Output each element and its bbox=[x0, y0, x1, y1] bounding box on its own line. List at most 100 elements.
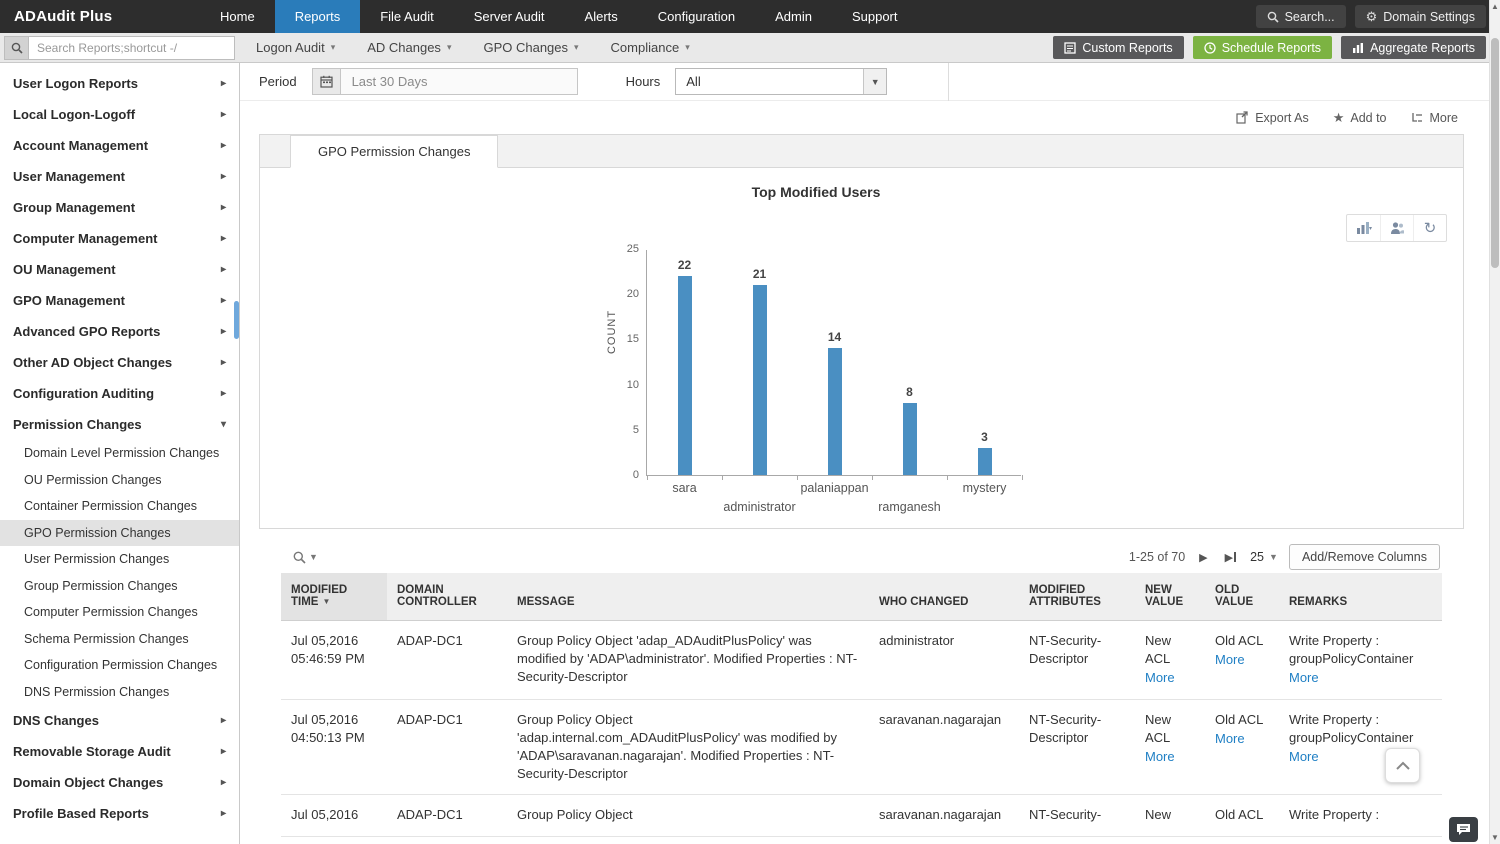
nav-support[interactable]: Support bbox=[851, 9, 898, 24]
custom-reports-button[interactable]: Custom Reports bbox=[1053, 36, 1184, 59]
column-search-toggle[interactable]: ▼ bbox=[293, 551, 318, 564]
nav-server-audit[interactable]: Server Audit bbox=[473, 9, 545, 24]
column-header-old-value[interactable]: OLD VALUE bbox=[1205, 573, 1279, 621]
column-header-modified-attributes[interactable]: MODIFIED ATTRIBUTES bbox=[1019, 573, 1135, 621]
menu-compliance[interactable]: Compliance ▾ bbox=[595, 33, 706, 63]
more-link[interactable]: More bbox=[1289, 670, 1319, 686]
sidebar-item-other-ad-object-changes[interactable]: Other AD Object Changes ▸ bbox=[0, 347, 239, 378]
sidebar-item-user-management[interactable]: User Management ▸ bbox=[0, 161, 239, 192]
export-as-button[interactable]: Export As bbox=[1236, 111, 1309, 125]
app-logo: ADAudit Plus bbox=[14, 8, 113, 25]
x-category-label: palaniappan bbox=[800, 481, 869, 495]
sidebar-subitem-user-permission-changes[interactable]: User Permission Changes bbox=[24, 552, 170, 566]
more-link[interactable]: More bbox=[1215, 652, 1245, 668]
add-remove-columns-button[interactable]: Add/Remove Columns bbox=[1288, 544, 1440, 570]
sidebar-item-gpo-management[interactable]: GPO Management ▸ bbox=[0, 285, 239, 316]
nav-reports[interactable]: Reports bbox=[274, 0, 361, 33]
bar-mystery[interactable] bbox=[977, 447, 992, 475]
sidebar-item-domain-object-changes[interactable]: Domain Object Changes ▸ bbox=[0, 767, 239, 798]
calendar-icon[interactable] bbox=[311, 68, 341, 95]
column-header-modified-time[interactable]: MODIFIED TIME ▼ bbox=[281, 573, 387, 621]
column-header-new-value[interactable]: NEW VALUE bbox=[1135, 573, 1205, 621]
sidebar-item-user-logon-reports[interactable]: User Logon Reports ▸ bbox=[0, 68, 239, 99]
domain-settings-button[interactable]: ⚙ Domain Settings bbox=[1354, 5, 1486, 28]
scrollbar-up-icon[interactable]: ▲ bbox=[1491, 2, 1499, 11]
sidebar-subitem-schema-permission-changes[interactable]: Schema Permission Changes bbox=[24, 631, 189, 646]
scrollbar-thumb[interactable] bbox=[1491, 38, 1499, 268]
sidebar-subitem-gpo-permission-changes[interactable]: GPO Permission Changes bbox=[0, 519, 239, 546]
sidebar-item-computer-management[interactable]: Computer Management ▸ bbox=[0, 223, 239, 254]
column-header-remarks[interactable]: REMARKS bbox=[1279, 573, 1442, 621]
chat-icon[interactable] bbox=[1449, 817, 1478, 842]
bar-ramganesh[interactable] bbox=[902, 402, 917, 475]
bar-administrator[interactable] bbox=[752, 285, 767, 475]
page-size-select[interactable]: 25 ▼ bbox=[1250, 550, 1278, 564]
more-link[interactable]: More bbox=[1289, 748, 1319, 764]
nav-configuration[interactable]: Configuration bbox=[657, 9, 736, 24]
sidebar-subitem-dns-permission-changes[interactable]: DNS Permission Changes bbox=[24, 684, 170, 699]
nav-admin[interactable]: Admin bbox=[775, 9, 812, 24]
scrollbar-down-icon[interactable]: ▼ bbox=[1491, 833, 1499, 842]
action-bar: Export As ★ Add to More bbox=[240, 101, 1500, 134]
sidebar-item-account-management[interactable]: Account Management ▸ bbox=[0, 130, 239, 161]
period-value[interactable]: Last 30 Days bbox=[340, 68, 578, 95]
cell-new-value-text: New ACL bbox=[1145, 633, 1172, 667]
menu-gpo-changes[interactable]: GPO Changes ▾ bbox=[467, 33, 594, 63]
sidebar-item-configuration-auditing[interactable]: Configuration Auditing ▸ bbox=[0, 378, 239, 409]
hours-value: All bbox=[686, 74, 701, 89]
bar-palaniappan[interactable] bbox=[827, 348, 842, 475]
sidebar-scrollbar-thumb[interactable] bbox=[234, 301, 239, 339]
chart-refresh-icon[interactable]: ↻ bbox=[1413, 215, 1446, 241]
sidebar-item-label: Configuration Auditing bbox=[13, 386, 155, 401]
more-link[interactable]: More bbox=[1215, 730, 1245, 746]
next-page-button[interactable]: ▶ bbox=[1199, 551, 1208, 564]
sidebar-item-removable-storage-audit[interactable]: Removable Storage Audit ▸ bbox=[0, 736, 239, 767]
sidebar-subitem-group-permission-changes[interactable]: Group Permission Changes bbox=[24, 578, 178, 593]
sidebar-subitem-configuration-permission-changes[interactable]: Configuration Permission Changes bbox=[24, 658, 218, 672]
sidebar-subitem-ou-permission-changes[interactable]: OU Permission Changes bbox=[24, 472, 162, 487]
more-link[interactable]: More bbox=[1145, 748, 1175, 764]
aggregate-reports-button[interactable]: Aggregate Reports bbox=[1341, 36, 1486, 59]
chart-users-icon[interactable] bbox=[1380, 215, 1413, 241]
sidebar-item-permission-changes[interactable]: Permission Changes ▾ bbox=[0, 409, 239, 440]
sidebar-item-dns-changes[interactable]: DNS Changes ▸ bbox=[0, 705, 239, 736]
more-link[interactable]: More bbox=[1145, 670, 1175, 686]
sidebar-item-ou-management[interactable]: OU Management ▸ bbox=[0, 254, 239, 285]
more-actions-button[interactable]: More bbox=[1411, 111, 1458, 125]
sidebar-item-profile-based-reports[interactable]: Profile Based Reports ▸ bbox=[0, 798, 239, 829]
chevron-right-icon: ▸ bbox=[220, 264, 226, 275]
sidebar-item-group-management[interactable]: Group Management ▸ bbox=[0, 192, 239, 223]
bar-sara[interactable] bbox=[677, 276, 692, 475]
chart-type-icon[interactable] bbox=[1347, 215, 1380, 241]
add-to-button[interactable]: ★ Add to bbox=[1333, 110, 1387, 126]
nav-home[interactable]: Home bbox=[220, 9, 255, 24]
nav-file-audit[interactable]: File Audit bbox=[380, 9, 434, 24]
tab-gpo-permission-changes[interactable]: GPO Permission Changes bbox=[290, 135, 499, 168]
sidebar-subitem-domain-level-permission-changes[interactable]: Domain Level Permission Changes bbox=[24, 446, 220, 460]
menu-ad-changes[interactable]: AD Changes ▾ bbox=[351, 33, 467, 63]
page-scrollbar[interactable]: ▲ ▼ bbox=[1489, 0, 1500, 844]
scroll-to-top-button[interactable] bbox=[1385, 748, 1420, 783]
x-tick-mark bbox=[1022, 475, 1023, 480]
cell-modified-time: Jul 05,2016 bbox=[281, 794, 387, 837]
sidebar-item-advanced-gpo-reports[interactable]: Advanced GPO Reports ▸ bbox=[0, 316, 239, 347]
sidebar-item-local-logon-logoff[interactable]: Local Logon-Logoff ▸ bbox=[0, 99, 239, 130]
sidebar-item-label: OU Management bbox=[13, 262, 116, 277]
hours-select[interactable]: All ▼ bbox=[675, 68, 888, 95]
search-icon[interactable] bbox=[4, 35, 28, 60]
report-search-input[interactable] bbox=[28, 35, 235, 60]
column-header-who-changed[interactable]: WHO CHANGED bbox=[869, 573, 1019, 621]
sidebar-subitem-computer-permission-changes[interactable]: Computer Permission Changes bbox=[24, 605, 198, 619]
chevron-right-icon: ▸ bbox=[220, 202, 226, 213]
sidebar-subitem-container-permission-changes[interactable]: Container Permission Changes bbox=[24, 499, 198, 513]
last-page-button[interactable]: ▶ bbox=[1222, 551, 1239, 564]
global-search-button[interactable]: Search... bbox=[1255, 5, 1346, 28]
sidebar-item-label: User Logon Reports bbox=[13, 76, 138, 91]
chevron-right-icon: ▸ bbox=[220, 326, 226, 337]
column-header-message[interactable]: MESSAGE bbox=[507, 573, 869, 621]
column-header-domain-controller[interactable]: DOMAIN CONTROLLER bbox=[387, 573, 507, 621]
sort-descending-icon[interactable]: ▼ bbox=[322, 597, 331, 606]
nav-alerts[interactable]: Alerts bbox=[584, 9, 618, 24]
schedule-reports-button[interactable]: Schedule Reports bbox=[1192, 36, 1333, 59]
menu-logon-audit[interactable]: Logon Audit ▾ bbox=[240, 33, 351, 63]
